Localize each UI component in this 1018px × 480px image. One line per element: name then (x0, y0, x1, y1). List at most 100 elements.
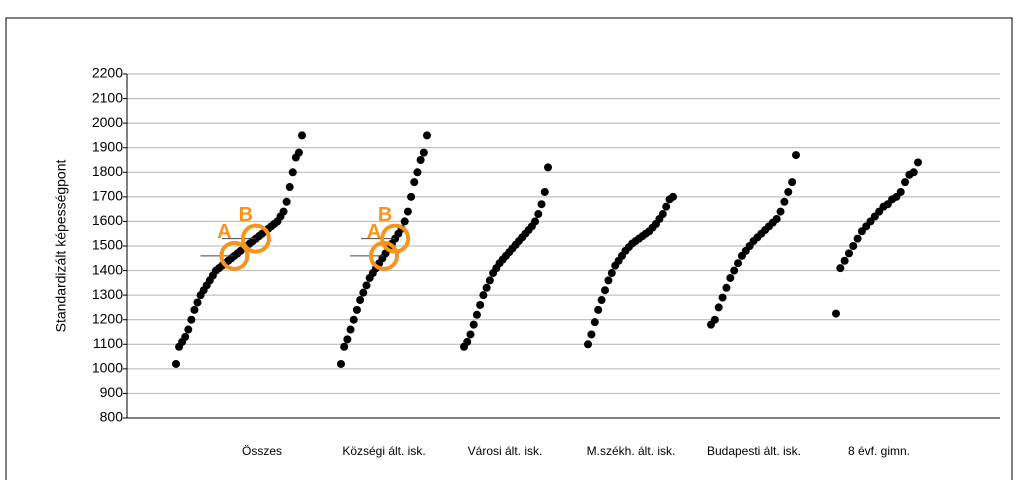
point (540, 187, 549, 196)
point (772, 214, 781, 223)
point (298, 131, 306, 140)
point (914, 158, 922, 167)
point (597, 296, 606, 305)
point (792, 151, 800, 160)
point (784, 187, 793, 196)
point (594, 305, 603, 314)
y-tick-label: 1400 (92, 261, 123, 277)
point (407, 192, 416, 201)
point (710, 315, 719, 324)
y-tick-label: 1100 (93, 335, 123, 351)
point (337, 359, 345, 368)
y-tick-label: 1700 (92, 188, 123, 204)
point (718, 293, 727, 302)
point (479, 291, 488, 300)
y-tick-label: 1900 (92, 138, 123, 154)
y-tick-label: 2200 (92, 65, 123, 81)
y-tick-label: 1000 (92, 360, 123, 376)
x-tick-label: 8 évf. gimn. (848, 444, 910, 458)
point (413, 168, 422, 177)
x-tick-label: Budapesti ált. isk. (707, 444, 801, 458)
point (476, 300, 485, 309)
point (343, 335, 352, 344)
point (356, 296, 365, 305)
x-tick-label: Községi ált. isk. (342, 444, 425, 458)
point (423, 131, 431, 140)
point (288, 168, 297, 177)
point (853, 234, 862, 243)
point (714, 303, 723, 312)
annotation-label: B (378, 204, 392, 226)
annotation-circle (219, 240, 250, 271)
point (669, 192, 677, 201)
point (534, 210, 543, 219)
annotation-label: B (239, 204, 253, 226)
point (607, 269, 616, 278)
y-axis-label: Standardizált képességpont (53, 160, 69, 333)
y-tick-label: 900 (100, 384, 124, 400)
point (734, 259, 743, 268)
point (836, 264, 845, 273)
y-tick-label: 1800 (92, 163, 123, 179)
y-tick-label: 2000 (92, 114, 123, 130)
point (844, 249, 853, 258)
point (352, 305, 361, 314)
point (282, 197, 291, 206)
point (349, 315, 358, 324)
point (832, 309, 840, 318)
x-tick-label: M.székh. ált. isk. (587, 444, 676, 458)
point (482, 283, 491, 292)
point (187, 315, 196, 324)
x-tick-label: Összes (242, 444, 282, 458)
point (849, 242, 858, 250)
point (400, 217, 409, 226)
point (190, 305, 199, 314)
point (776, 207, 785, 216)
point (184, 325, 193, 334)
point (279, 207, 288, 216)
point (193, 298, 202, 307)
point (722, 283, 731, 292)
x-tick-label: Városi ált. isk. (468, 444, 543, 458)
y-tick-label: 1300 (92, 286, 123, 302)
point (362, 281, 371, 290)
point (662, 202, 671, 211)
point (359, 288, 368, 297)
point (463, 337, 472, 346)
point (537, 200, 546, 209)
point (780, 197, 789, 206)
point (726, 273, 735, 282)
point (181, 332, 190, 341)
point (403, 207, 412, 216)
annotation-circle (240, 223, 271, 254)
point (901, 178, 910, 187)
point (788, 178, 797, 187)
point (469, 320, 478, 329)
point (730, 266, 739, 275)
y-tick-label: 800 (100, 409, 124, 425)
point (531, 217, 540, 226)
point (410, 178, 419, 187)
y-tick-label: 1600 (92, 212, 123, 228)
point (172, 359, 180, 368)
point (604, 276, 613, 285)
point (416, 156, 425, 164)
point (584, 340, 592, 349)
annotation-label: A (367, 221, 381, 243)
y-tick-label: 2100 (92, 89, 123, 105)
point (590, 318, 599, 327)
point (419, 148, 428, 157)
point (601, 286, 609, 295)
point (472, 310, 481, 319)
point (485, 276, 494, 285)
y-tick-label: 1200 (92, 310, 123, 326)
frame (5, 17, 1013, 480)
annotation-label: A (217, 221, 231, 243)
annotation-circle (380, 223, 411, 254)
point (285, 183, 294, 192)
point (840, 256, 849, 265)
point (896, 187, 905, 196)
point (544, 163, 552, 172)
